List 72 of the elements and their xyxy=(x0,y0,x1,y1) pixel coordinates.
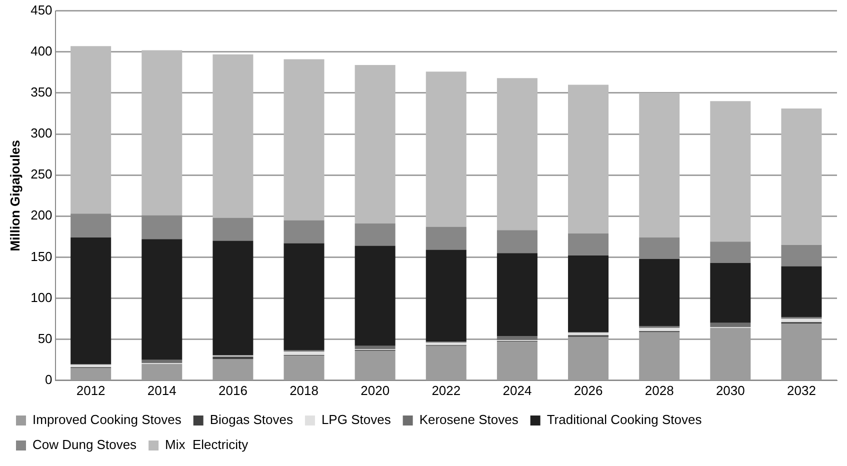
y-tick-label: 300 xyxy=(30,126,52,141)
legend-label: Kerosene Stoves xyxy=(419,412,519,428)
x-tick-label: 2028 xyxy=(644,382,674,398)
bar xyxy=(212,356,254,360)
y-tick-label: 150 xyxy=(30,248,52,264)
legend-label: Mix Electricity xyxy=(165,437,249,452)
legend-label: Cow Dung Stoves xyxy=(32,437,138,452)
bar xyxy=(639,258,680,326)
y-tick-label: 350 xyxy=(30,84,52,100)
legend-label: Improved Cooking Stoves xyxy=(32,412,182,428)
x-tick-label: 2020 xyxy=(360,382,390,398)
legend-label: LPG Stoves xyxy=(321,412,392,428)
bar xyxy=(212,54,254,218)
bar xyxy=(284,352,324,355)
x-tick-label: 2032 xyxy=(787,382,816,398)
x-tick-label: 2026 xyxy=(574,382,603,398)
bar xyxy=(212,218,254,241)
bar xyxy=(639,237,680,259)
x-tick-label: 2014 xyxy=(147,382,176,398)
bar xyxy=(142,215,182,240)
bar xyxy=(496,78,538,230)
bar xyxy=(212,240,254,355)
bar xyxy=(639,328,680,332)
legend-label: Biogas Stoves xyxy=(210,412,294,428)
bar xyxy=(284,220,324,244)
bar xyxy=(781,266,822,318)
bar xyxy=(496,253,538,336)
x-tick-label: 2024 xyxy=(502,382,532,398)
legend-label: Traditional Cooking Stoves xyxy=(546,412,702,428)
bar xyxy=(354,65,396,224)
y-tick-label: 200 xyxy=(30,208,52,223)
bar xyxy=(426,342,466,346)
bar xyxy=(354,246,396,346)
bar xyxy=(710,322,751,328)
x-tick-label: 2016 xyxy=(218,382,248,398)
bar xyxy=(710,101,751,242)
bar xyxy=(568,233,609,256)
bar xyxy=(70,46,112,214)
bar xyxy=(639,92,680,238)
bar xyxy=(710,242,751,263)
bar xyxy=(142,360,182,364)
bar xyxy=(568,84,609,234)
bar xyxy=(781,244,822,266)
y-tick-label: 100 xyxy=(30,290,52,305)
y-tick-label: 50 xyxy=(38,330,52,346)
bar xyxy=(496,230,538,254)
bar xyxy=(354,224,396,246)
bar xyxy=(284,243,324,350)
y-tick-label: 0 xyxy=(45,372,52,387)
bar xyxy=(781,318,822,322)
bar xyxy=(354,346,396,350)
bar xyxy=(70,214,112,238)
bar xyxy=(710,262,751,323)
y-tick-label: 400 xyxy=(30,43,52,58)
bar xyxy=(781,108,822,245)
bar xyxy=(426,250,466,342)
bar xyxy=(70,237,112,364)
bar xyxy=(568,256,609,332)
x-tick-label: 2018 xyxy=(290,382,318,398)
bar xyxy=(142,239,182,360)
y-tick-label: 450 xyxy=(30,2,52,18)
bar xyxy=(426,72,466,227)
y-tick-label: 250 xyxy=(30,166,52,182)
x-tick-label: 2030 xyxy=(716,382,745,398)
x-tick-label: 2022 xyxy=(432,382,461,398)
x-tick-label: 2012 xyxy=(76,382,106,398)
bar xyxy=(496,336,538,340)
bar xyxy=(426,226,466,250)
y-axis-title: Million Gigajoules xyxy=(7,140,22,252)
bar xyxy=(284,59,324,220)
bar xyxy=(70,364,112,368)
bar xyxy=(142,50,182,216)
